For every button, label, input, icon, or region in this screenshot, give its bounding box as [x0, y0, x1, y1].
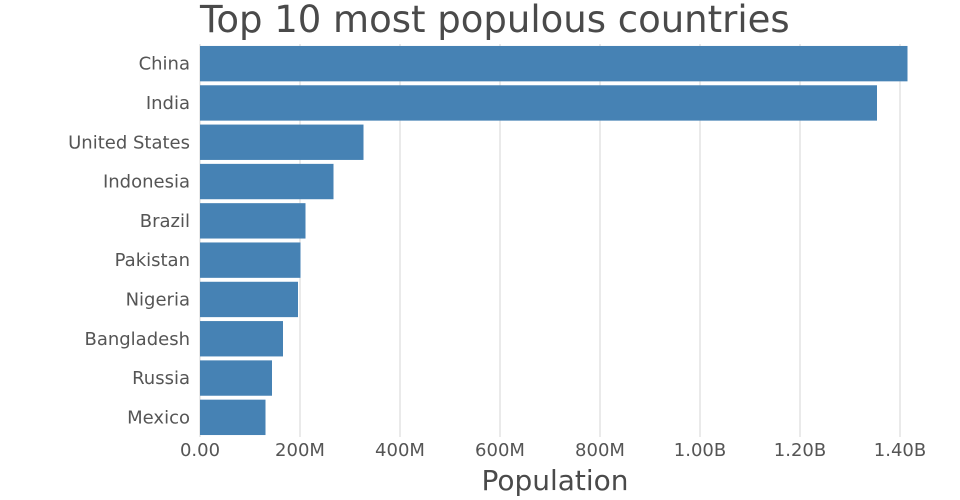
category-label: Mexico	[127, 407, 190, 428]
x-tick-label: 400M	[375, 440, 425, 461]
chart-title: Top 10 most populous countries	[199, 0, 790, 41]
category-label: Russia	[132, 368, 190, 389]
x-tick-label: 1.00B	[674, 440, 726, 461]
bar-india	[200, 85, 877, 121]
category-label: Bangladesh	[84, 329, 190, 350]
bar-united-states	[200, 124, 364, 160]
bar-bangladesh	[200, 321, 283, 357]
x-tick-label: 1.40B	[874, 440, 926, 461]
x-tick-labels: 0.00 200M 400M 600M 800M 1.00B 1.20B 1.40B	[180, 440, 926, 461]
bar-brazil	[200, 203, 306, 239]
x-tick-label: 0.00	[180, 440, 220, 461]
category-label: Brazil	[140, 211, 190, 232]
x-tick-label: 600M	[475, 440, 525, 461]
bar-nigeria	[200, 281, 298, 318]
bar-indonesia	[200, 163, 334, 200]
category-label: Pakistan	[115, 250, 190, 271]
category-labels: China India United States Indonesia Brazil Pa…	[68, 54, 190, 429]
category-label: China	[139, 54, 190, 75]
category-label: India	[146, 93, 190, 114]
bar-russia	[200, 360, 272, 396]
bar-china	[200, 45, 908, 82]
x-tick-label: 1.20B	[774, 440, 826, 461]
x-tick-label: 800M	[575, 440, 625, 461]
bar-pakistan	[200, 242, 301, 278]
bars	[200, 45, 908, 436]
x-axis-title: Population	[481, 464, 628, 497]
category-label: United States	[68, 132, 190, 153]
x-tick-label: 200M	[275, 440, 325, 461]
bar-mexico	[200, 399, 266, 436]
category-label: Nigeria	[126, 289, 190, 310]
category-label: Indonesia	[103, 172, 190, 193]
